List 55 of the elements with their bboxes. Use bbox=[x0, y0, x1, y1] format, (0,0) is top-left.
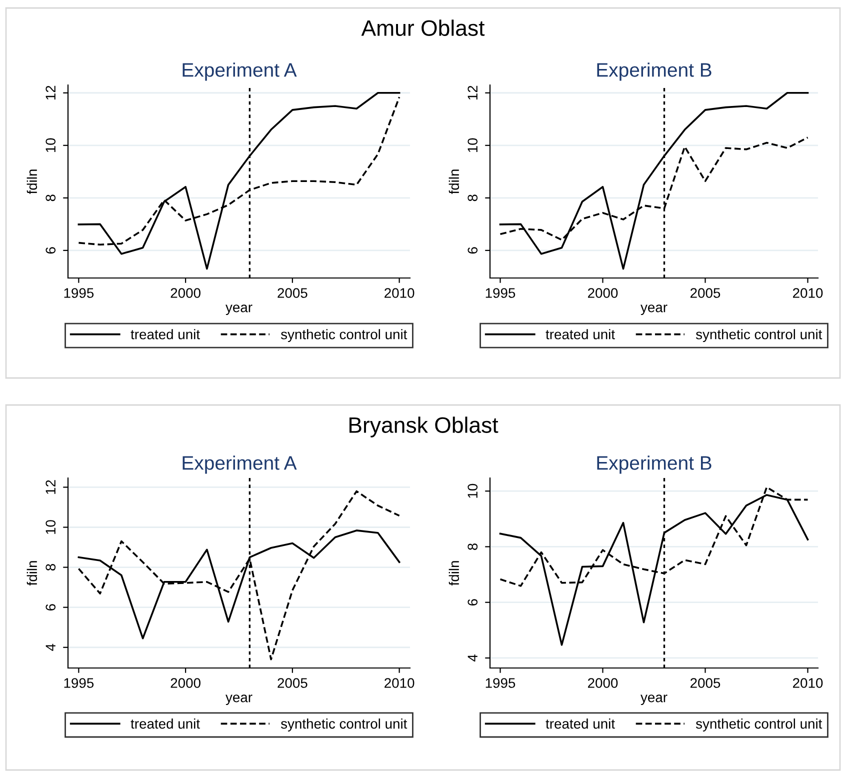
y-tick-label: 6 bbox=[468, 599, 478, 606]
x-tick-label: 1995 bbox=[64, 678, 94, 688]
y-tick-label: 6 bbox=[46, 247, 56, 254]
y-tick-label: 8 bbox=[46, 564, 56, 571]
x-tick-label: 2000 bbox=[170, 288, 200, 298]
y-axis-title: fdiln bbox=[448, 561, 460, 586]
text: Bryansk Oblast bbox=[349, 416, 498, 438]
x-tick-label: 2010 bbox=[793, 288, 823, 298]
x-tick-label: 2005 bbox=[278, 288, 308, 298]
y-tick-label: 10 bbox=[468, 484, 478, 498]
x-tick-label: 2005 bbox=[690, 288, 720, 298]
text: Amur Oblast bbox=[361, 20, 485, 36]
y-tick-label: 6 bbox=[46, 604, 56, 610]
y-axis-title: fdiln bbox=[448, 170, 460, 194]
x-tick-label: 1995 bbox=[486, 288, 516, 298]
legend-label: treated unit bbox=[546, 718, 615, 729]
chart-title: Experiment B bbox=[597, 456, 712, 474]
y-axis-title: fdiln bbox=[26, 170, 38, 194]
y-tick-label: 8 bbox=[468, 543, 478, 550]
chart-title: Experiment A bbox=[182, 62, 297, 81]
legend-label: synthetic control unit bbox=[696, 329, 822, 342]
x-tick-label: 2010 bbox=[384, 678, 414, 688]
chart-title: Experiment B bbox=[597, 62, 712, 81]
y-tick-label: 8 bbox=[468, 194, 478, 202]
chart-title: Experiment A bbox=[182, 456, 297, 474]
x-tick-label: 2010 bbox=[384, 288, 414, 298]
legend-label: synthetic control unit bbox=[696, 718, 822, 732]
y-tick-label: 12 bbox=[468, 86, 478, 100]
y-axis-title: fdiln bbox=[26, 561, 38, 586]
x-axis-title: year bbox=[640, 694, 668, 706]
y-tick-label: 12 bbox=[46, 86, 56, 100]
x-tick-label: 1995 bbox=[64, 288, 94, 298]
y-tick-label: 4 bbox=[468, 654, 478, 662]
y-tick-label: 10 bbox=[46, 138, 56, 152]
x-tick-label: 2000 bbox=[588, 288, 618, 298]
y-tick-label: 8 bbox=[46, 194, 56, 202]
y-tick-label: 4 bbox=[46, 644, 56, 651]
x-axis-title: year bbox=[640, 304, 668, 316]
x-tick-label: 2005 bbox=[278, 678, 308, 688]
y-tick-label: 12 bbox=[46, 480, 56, 494]
legend-label: synthetic control unit bbox=[280, 329, 408, 342]
x-tick-label: 2000 bbox=[170, 678, 200, 688]
x-tick-label: 2005 bbox=[690, 678, 720, 688]
legend-label: synthetic control unit bbox=[280, 718, 408, 732]
x-tick-label: 2010 bbox=[793, 678, 823, 688]
legend-label: treated unit bbox=[546, 329, 615, 340]
x-axis-title: year bbox=[226, 304, 252, 316]
y-tick-label: 6 bbox=[468, 247, 478, 254]
x-axis-title: year bbox=[226, 694, 252, 706]
legend-label: treated unit bbox=[130, 718, 200, 729]
y-tick-label: 10 bbox=[468, 138, 478, 152]
x-tick-label: 1995 bbox=[486, 678, 516, 688]
legend-label: treated unit bbox=[130, 329, 200, 340]
x-tick-label: 2000 bbox=[588, 678, 618, 688]
y-tick-label: 10 bbox=[46, 520, 56, 534]
